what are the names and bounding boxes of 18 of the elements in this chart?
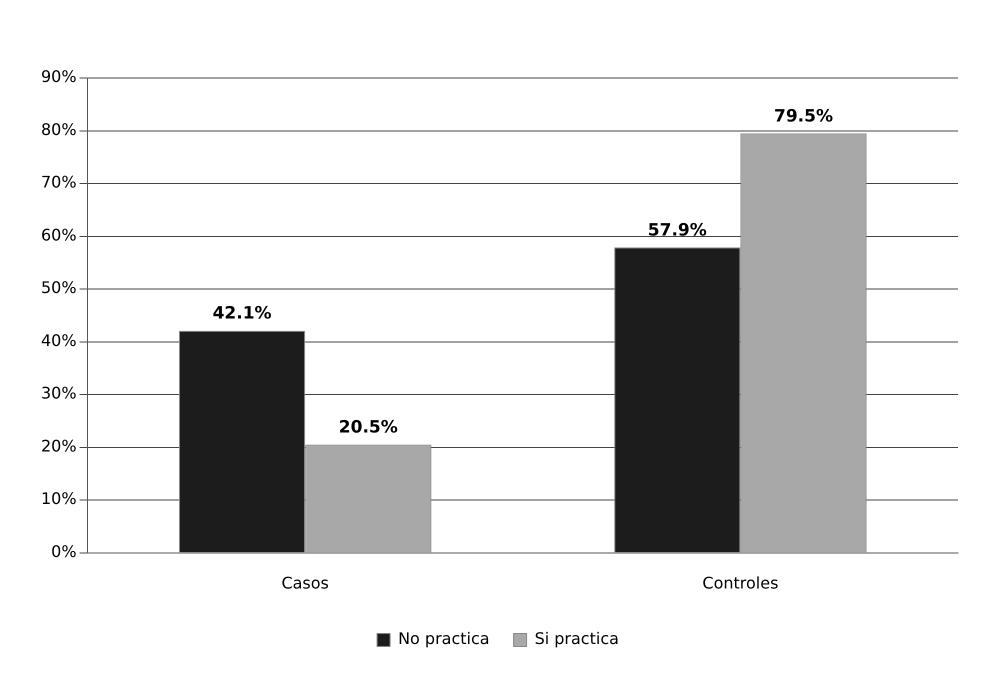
x-tick-label: Controles [702, 574, 778, 593]
y-tick-label: 20% [41, 436, 77, 456]
y-tick-label: 60% [41, 225, 77, 244]
y-tick-label: 30% [41, 384, 77, 403]
data-label: 42.1% [212, 304, 272, 324]
x-tick-label: Casos [281, 574, 329, 593]
data-label: 20.5% [338, 418, 398, 438]
y-tick-label: 90% [41, 67, 77, 86]
data-label: 57.9% [648, 220, 707, 240]
data-label: 79.5% [774, 106, 833, 126]
y-tick-label: 40% [41, 330, 77, 350]
y-tick-label: 50% [41, 278, 77, 298]
y-tick-label: 80% [41, 120, 77, 139]
y-tick-label: 10% [41, 489, 77, 508]
y-tick-label: 0% [51, 542, 77, 561]
legend-label: Si practica [534, 629, 619, 648]
y-tick-label: 70% [41, 172, 77, 192]
legend-label: No practica [398, 629, 490, 648]
